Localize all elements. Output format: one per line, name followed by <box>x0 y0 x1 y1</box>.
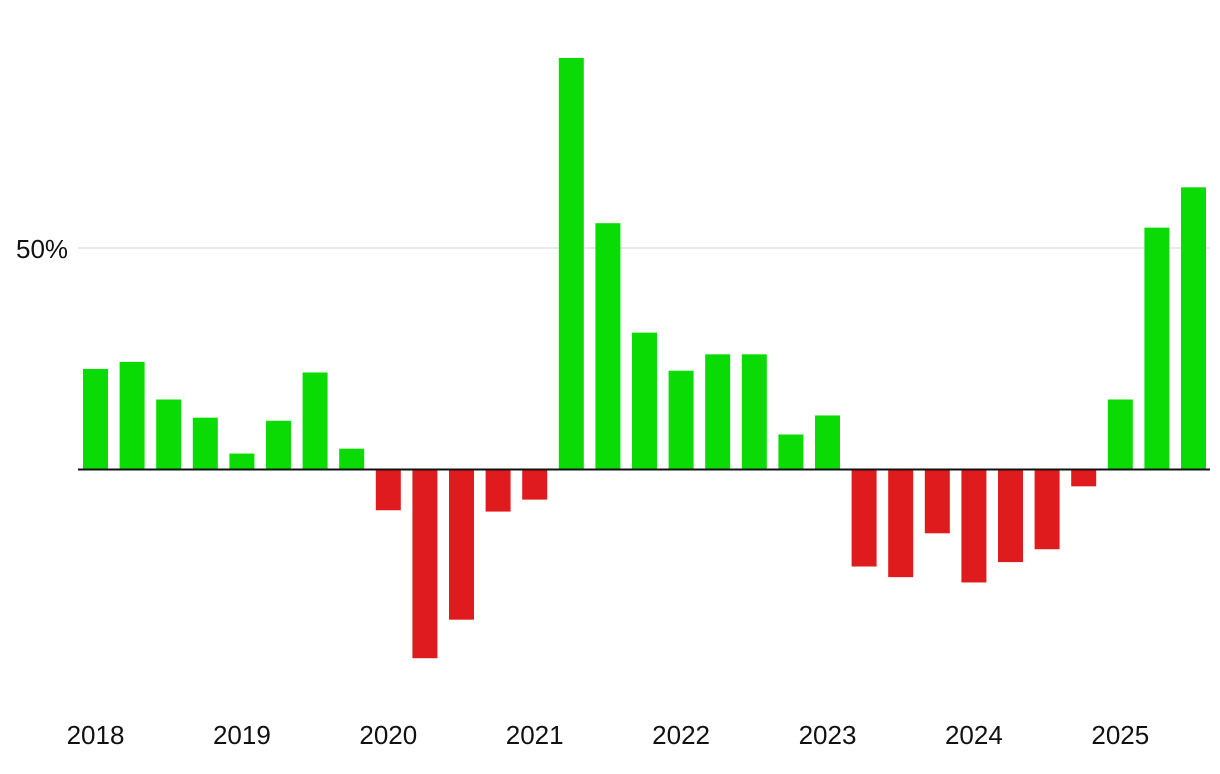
bar <box>266 420 291 470</box>
bar <box>1107 399 1133 470</box>
bar <box>339 448 365 470</box>
bar <box>412 469 438 659</box>
bar <box>998 469 1023 563</box>
bar <box>156 399 182 470</box>
bar <box>1144 227 1170 470</box>
x-tick-label: 2023 <box>799 720 857 750</box>
bar <box>119 361 145 470</box>
bar <box>302 372 328 470</box>
bar <box>485 469 511 512</box>
bar <box>924 469 950 534</box>
bar <box>741 354 767 470</box>
x-tick-label: 2024 <box>945 720 1003 750</box>
x-tick-label: 2019 <box>213 720 271 750</box>
x-tick-label: 2020 <box>359 720 417 750</box>
bars <box>83 57 1206 659</box>
bar <box>668 370 694 470</box>
tick-labels: 50% 2018 2019 2020 2021 2022 2023 2024 2025 <box>16 234 1149 750</box>
bar <box>815 415 840 470</box>
bar <box>229 453 255 470</box>
bar <box>449 469 474 620</box>
bar <box>1181 187 1206 470</box>
bar <box>705 354 731 470</box>
bar <box>888 469 914 578</box>
bar <box>375 469 401 511</box>
bar <box>778 434 804 470</box>
x-tick-label: 2018 <box>67 720 125 750</box>
bar <box>851 469 877 567</box>
bar <box>595 223 621 470</box>
bar <box>522 469 548 500</box>
bar <box>632 332 657 470</box>
bar <box>961 469 987 583</box>
bar <box>192 417 218 470</box>
y-tick-label: 50% <box>16 234 68 264</box>
bar <box>83 368 108 470</box>
x-tick-label: 2021 <box>506 720 564 750</box>
x-tick-label: 2025 <box>1091 720 1149 750</box>
bar <box>1071 469 1097 487</box>
x-tick-label: 2022 <box>652 720 710 750</box>
bar <box>558 57 584 470</box>
bar <box>1034 469 1060 550</box>
